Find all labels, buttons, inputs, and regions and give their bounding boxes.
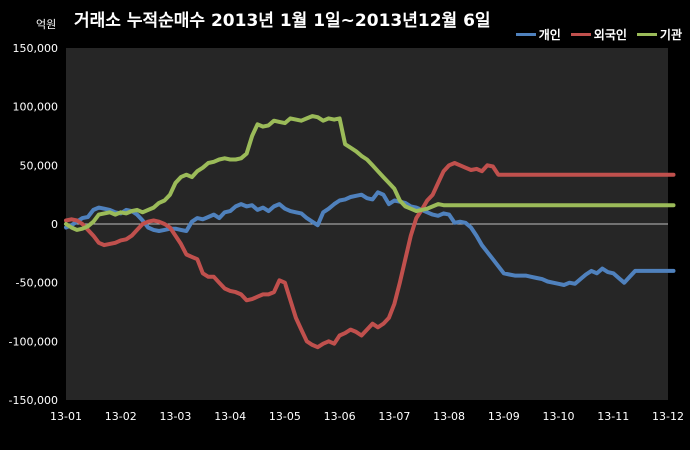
legend-label-institution: 기관 — [659, 28, 682, 42]
x-tick-label: 13-07 — [378, 410, 410, 423]
legend-label-foreign: 외국인 — [593, 28, 627, 42]
y-tick-label: 0 — [51, 218, 58, 231]
legend-item-foreign: 외국인 — [570, 26, 627, 43]
chart-title: 거래소 누적순매수 2013년 1월 1일~2013년12월 6일 — [74, 11, 491, 31]
y-unit-label: 억원 — [36, 18, 57, 31]
x-tick-label: 13-08 — [433, 410, 465, 423]
series-line-foreign — [64, 161, 676, 350]
x-tick-label: 13-10 — [543, 410, 575, 423]
x-tick-label: 13-06 — [324, 410, 356, 423]
y-tick-label: 50,000 — [20, 159, 59, 172]
legend-swatch-foreign — [570, 33, 591, 36]
legend: 개인 외국인 기관 — [515, 26, 682, 43]
y-tick-label: -150,000 — [9, 394, 58, 407]
x-tick-label: 13-04 — [214, 410, 246, 423]
y-tick-label: 150,000 — [13, 42, 59, 55]
y-tick-label: -100,000 — [9, 335, 58, 348]
legend-swatch-individual — [515, 33, 536, 36]
legend-item-institution: 기관 — [636, 26, 682, 43]
y-tick-label: -50,000 — [16, 277, 58, 290]
x-tick-label: 13-11 — [597, 410, 629, 423]
x-tick-label: 13-01 — [50, 410, 82, 423]
series-line-institution — [64, 114, 676, 232]
x-tick-label: 13-05 — [269, 410, 301, 423]
x-tick-label: 13-03 — [159, 410, 191, 423]
y-tick-label: 100,000 — [13, 101, 59, 114]
legend-swatch-institution — [636, 33, 657, 36]
x-tick-label: 13-12 — [652, 410, 684, 423]
x-tick-label: 13-09 — [488, 410, 520, 423]
legend-item-individual: 개인 — [515, 26, 561, 43]
legend-label-individual: 개인 — [538, 28, 561, 42]
series-line-individual — [64, 190, 676, 287]
x-tick-label: 13-02 — [105, 410, 137, 423]
